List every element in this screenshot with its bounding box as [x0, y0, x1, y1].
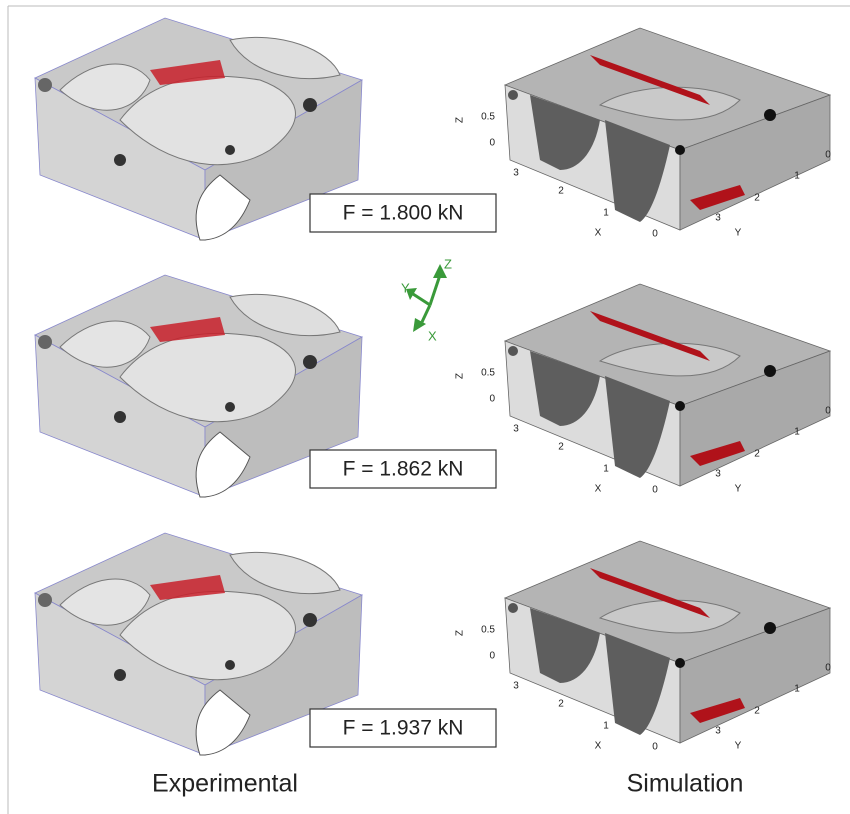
- x-tick: 2: [558, 186, 564, 197]
- z-tick: 0: [489, 138, 495, 149]
- x-tick: 0: [652, 485, 658, 496]
- x-label: X: [595, 484, 602, 495]
- y-tick: 2: [754, 193, 760, 204]
- y-tick: 1: [794, 684, 800, 695]
- axis-z: Z: [444, 256, 452, 271]
- force-label: F = 1.937 kN: [343, 717, 464, 740]
- axis-y: Y: [401, 280, 410, 295]
- y-tick: 0: [825, 406, 831, 417]
- x-label: X: [595, 741, 602, 752]
- figure: Z Y X Experimental Simulation F = 1.800 …: [0, 0, 850, 814]
- x-tick: 3: [513, 424, 519, 435]
- force-label: F = 1.800 kN: [343, 202, 464, 225]
- simulation-render: [505, 541, 830, 743]
- x-tick: 3: [513, 168, 519, 179]
- z-tick: 0: [489, 394, 495, 405]
- axis-x: X: [428, 328, 437, 343]
- y-tick: 3: [715, 213, 721, 224]
- x-tick: 1: [603, 464, 609, 475]
- simulation-render: [505, 284, 830, 486]
- column-label: Experimental: [152, 770, 298, 798]
- x-tick: 2: [558, 442, 564, 453]
- x-tick: 1: [603, 208, 609, 219]
- simulation-render: [505, 28, 830, 230]
- x-tick: 0: [652, 742, 658, 753]
- z-label: Z: [455, 117, 466, 123]
- y-tick: 1: [794, 427, 800, 438]
- y-tick: 3: [715, 726, 721, 737]
- z-label: Z: [455, 630, 466, 636]
- y-label: Y: [735, 741, 742, 752]
- x-label: X: [595, 228, 602, 239]
- x-tick: 2: [558, 699, 564, 710]
- y-label: Y: [735, 228, 742, 239]
- x-tick: 1: [603, 721, 609, 732]
- z-tick: 0: [489, 651, 495, 662]
- y-tick: 1: [794, 171, 800, 182]
- z-tick: 0.5: [481, 368, 495, 379]
- y-tick: 3: [715, 469, 721, 480]
- y-tick: 0: [825, 663, 831, 674]
- force-label: F = 1.862 kN: [343, 458, 464, 481]
- y-tick: 2: [754, 449, 760, 460]
- z-tick: 0.5: [481, 625, 495, 636]
- x-tick: 0: [652, 229, 658, 240]
- y-tick: 2: [754, 706, 760, 717]
- x-tick: 3: [513, 681, 519, 692]
- y-label: Y: [735, 484, 742, 495]
- z-tick: 0.5: [481, 112, 495, 123]
- z-label: Z: [455, 373, 466, 379]
- orientation-triad: [406, 264, 447, 332]
- column-label: Simulation: [627, 770, 744, 798]
- y-tick: 0: [825, 150, 831, 161]
